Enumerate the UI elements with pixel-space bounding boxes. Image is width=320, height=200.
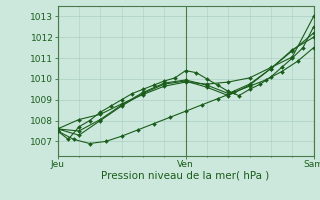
X-axis label: Pression niveau de la mer( hPa ): Pression niveau de la mer( hPa ) (101, 171, 270, 181)
